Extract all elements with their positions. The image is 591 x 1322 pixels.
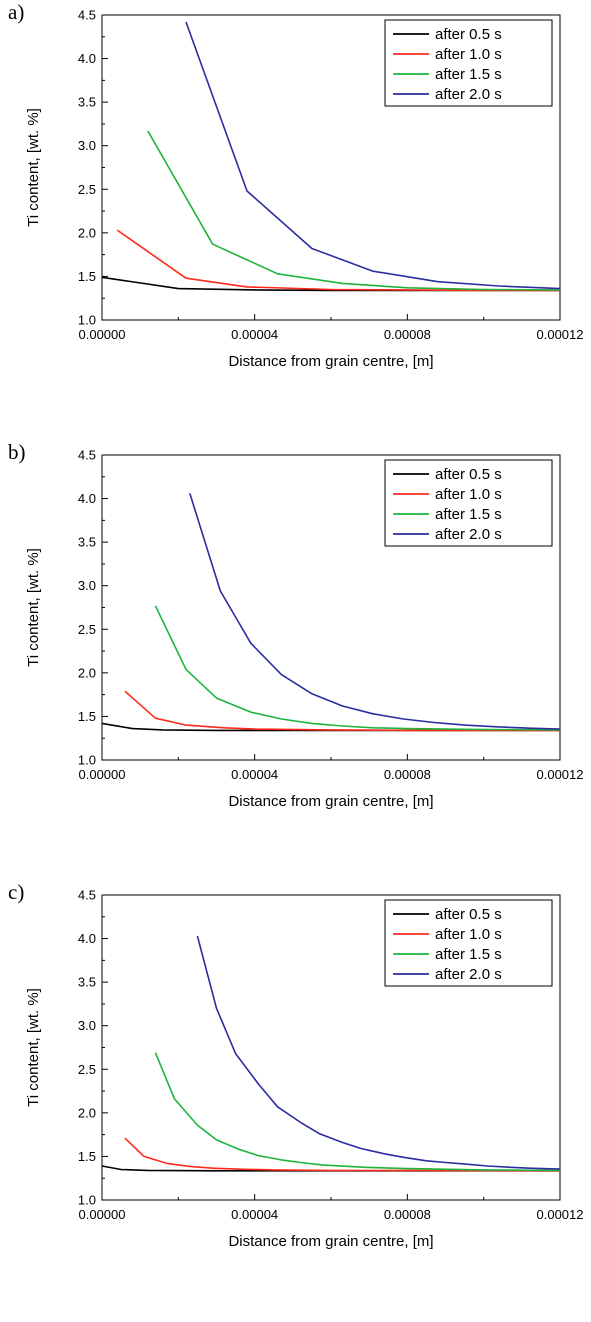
x-tick-label: 0.00008 [384,767,431,782]
y-tick-label: 2.0 [78,665,96,680]
x-axis-title: Distance from grain centre, [m] [228,353,433,370]
y-tick-label: 1.5 [78,709,96,724]
chart-panel-a: a) 1.0 1.5 2.0 2.5 3.0 3.5 4.0 4.5 0.00000 0.0000… [0,0,591,440]
x-axis-title: Distance from grain centre, [m] [228,793,433,810]
chart-panel-b: b) 1.0 1.5 2.0 2.5 3.0 3.5 4.0 4.5 0.00000 0.0000… [0,440,591,880]
y-tick-label: 4.0 [78,51,96,66]
x-tick-label: 0.00000 [79,767,126,782]
x-tick-label: 0.00012 [537,767,584,782]
line-chart-a: 1.0 1.5 2.0 2.5 3.0 3.5 4.0 4.5 0.00000 0.00004 0.… [25,8,584,371]
x-tick-label: 0.00012 [537,1207,584,1222]
y-tick-label: 1.0 [78,313,96,328]
y-tick-label: 3.0 [78,138,96,153]
y-tick-label: 4.5 [78,448,96,463]
series-line-0 [101,276,560,292]
y-axis-title: Ti content, [wt. %] [25,548,42,667]
x-axis-title: Distance from grain centre, [m] [228,1233,433,1250]
y-tick-label: 4.5 [78,888,96,903]
panel-label: c) [8,880,25,904]
series-line-3 [185,21,561,290]
y-tick-label: 1.5 [78,1149,96,1164]
y-tick-label: 1.5 [78,269,96,284]
legend-label-2: after 1.5 s [435,506,502,523]
y-tick-label: 2.5 [78,182,96,197]
legend-label-1: after 1.0 s [435,926,502,943]
legend-label-2: after 1.5 s [435,946,502,963]
series-line-1 [124,1137,561,1172]
legend: after 0.5 s after 1.0 s after 1.5 s after 2… [384,459,553,547]
x-tick-label: 0.00004 [231,1207,278,1222]
legend: after 0.5 s after 1.0 s after 1.5 s after 2… [384,19,553,107]
legend-label-3: after 2.0 s [435,86,502,103]
y-tick-label: 2.0 [78,225,96,240]
y-tick-label: 1.0 [78,753,96,768]
y-tick-label: 3.5 [78,95,96,110]
y-tick-label: 3.0 [78,578,96,593]
y-axis-title: Ti content, [wt. %] [25,988,42,1107]
series-line-2 [154,605,561,731]
y-tick-label: 4.5 [78,8,96,23]
legend-label-3: after 2.0 s [435,526,502,543]
y-tick-label: 1.0 [78,1193,96,1208]
legend-label-0: after 0.5 s [435,906,502,923]
x-tick-label: 0.00008 [384,327,431,342]
chart-panel-c: c) 1.0 1.5 2.0 2.5 3.0 3.5 4.0 4.5 0.00000 0.0000… [0,880,591,1320]
y-tick-label: 2.0 [78,1105,96,1120]
legend-label-1: after 1.0 s [435,486,502,503]
y-tick-label: 3.5 [78,975,96,990]
legend: after 0.5 s after 1.0 s after 1.5 s after 2… [384,899,553,987]
x-tick-label: 0.00008 [384,1207,431,1222]
y-tick-label: 2.5 [78,1062,96,1077]
panel-label: a) [8,0,25,24]
legend-label-0: after 0.5 s [435,466,502,483]
y-tick-label: 3.5 [78,535,96,550]
series-line-3 [189,493,561,730]
panel-label: b) [8,440,26,464]
series-line-2 [147,130,561,291]
legend-label-1: after 1.0 s [435,46,502,63]
y-tick-label: 2.5 [78,622,96,637]
x-tick-label: 0.00004 [231,327,278,342]
x-tick-label: 0.00000 [79,1207,126,1222]
line-chart-b: 1.0 1.5 2.0 2.5 3.0 3.5 4.0 4.5 0.00000 0.00004 0.… [25,448,584,811]
series-line-3 [196,935,561,1170]
x-tick-label: 0.00004 [231,767,278,782]
legend-label-3: after 2.0 s [435,966,502,983]
series-line-1 [116,229,560,292]
series-line-1 [124,690,560,732]
series-line-2 [154,1052,561,1172]
y-tick-label: 4.0 [78,491,96,506]
legend-label-2: after 1.5 s [435,66,502,83]
y-tick-label: 4.0 [78,931,96,946]
y-tick-label: 3.0 [78,1018,96,1033]
y-axis-title: Ti content, [wt. %] [25,108,42,227]
x-tick-label: 0.00012 [537,327,584,342]
x-tick-label: 0.00000 [79,327,126,342]
legend-label-0: after 0.5 s [435,26,502,43]
line-chart-c: 1.0 1.5 2.0 2.5 3.0 3.5 4.0 4.5 0.00000 0.00004 0.… [25,888,584,1251]
